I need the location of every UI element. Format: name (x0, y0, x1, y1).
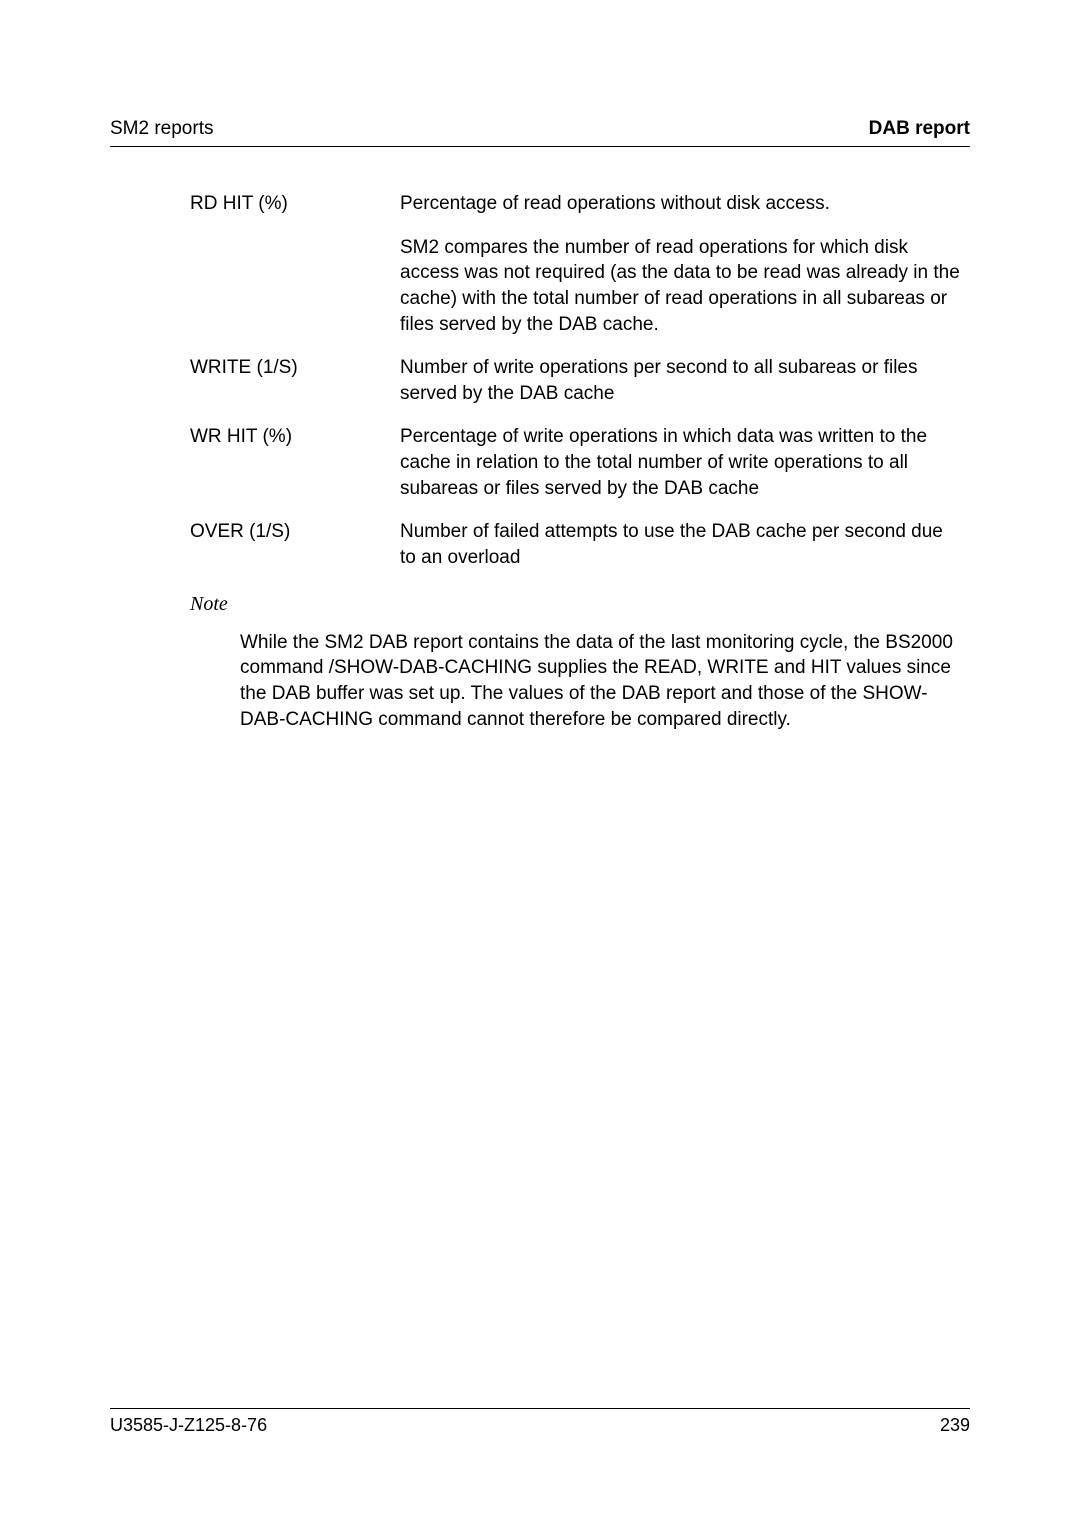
header-left: SM2 reports (110, 118, 213, 140)
definition-paragraph: Number of failed attempts to use the DAB… (400, 519, 960, 570)
definition-paragraph: Percentage of write operations in which … (400, 424, 960, 501)
page-header: SM2 reports DAB report (110, 118, 970, 146)
note-heading: Note (190, 593, 970, 616)
definition-row: OVER (1/S) Number of failed attempts to … (190, 519, 960, 570)
page: SM2 reports DAB report RD HIT (%) Percen… (0, 0, 1080, 1528)
header-rule (110, 146, 970, 147)
footer-page-number: 239 (940, 1415, 970, 1436)
definition-row: WR HIT (%) Percentage of write operation… (190, 424, 960, 501)
definition-paragraph: Percentage of read operations without di… (400, 191, 960, 217)
definition-term: OVER (1/S) (190, 519, 400, 570)
definition-row: RD HIT (%) Percentage of read operations… (190, 191, 960, 337)
footer-rule (110, 1408, 970, 1409)
definition-list: RD HIT (%) Percentage of read operations… (190, 191, 960, 571)
definition-body: Percentage of write operations in which … (400, 424, 960, 501)
definition-body: Percentage of read operations without di… (400, 191, 960, 337)
footer-left: U3585-J-Z125-8-76 (110, 1415, 267, 1436)
definition-term: RD HIT (%) (190, 191, 400, 337)
footer-row: U3585-J-Z125-8-76 239 (110, 1415, 970, 1436)
definition-paragraph: SM2 compares the number of read operatio… (400, 235, 960, 338)
definition-paragraph: Number of write operations per second to… (400, 355, 960, 406)
definition-term: WR HIT (%) (190, 424, 400, 501)
definition-body: Number of write operations per second to… (400, 355, 960, 406)
definition-row: WRITE (1/S) Number of write operations p… (190, 355, 960, 406)
header-right: DAB report (869, 118, 970, 140)
definition-body: Number of failed attempts to use the DAB… (400, 519, 960, 570)
note-body: While the SM2 DAB report contains the da… (240, 630, 960, 733)
definition-term: WRITE (1/S) (190, 355, 400, 406)
page-footer: U3585-J-Z125-8-76 239 (110, 1408, 970, 1436)
